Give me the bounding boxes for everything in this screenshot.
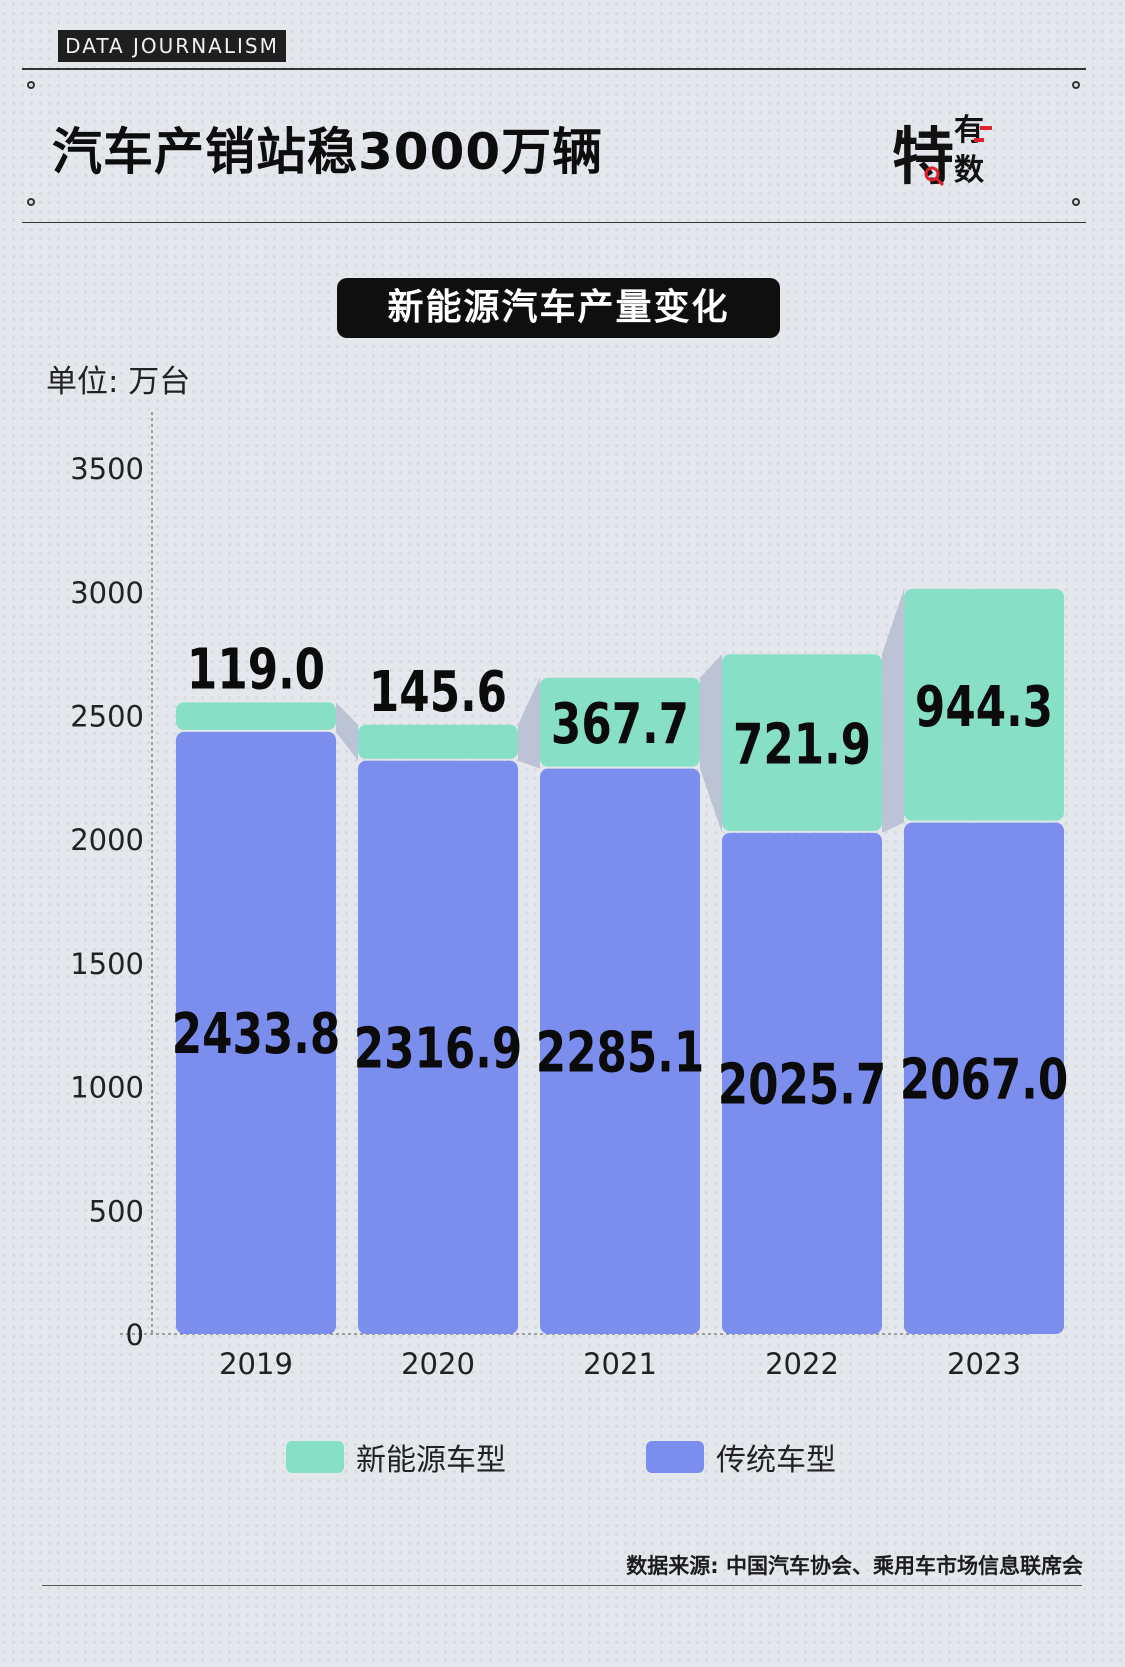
value-label-nev-2021: 367.7 (551, 691, 689, 757)
nev-connector-band (518, 677, 540, 769)
logo-char-top: 有 (954, 113, 984, 148)
value-label-traditional-2020: 2316.9 (354, 1015, 523, 1081)
magnifier-icon (924, 166, 940, 182)
header-bottom-rule (22, 222, 1086, 223)
bar-traditional-2021 (540, 768, 700, 1334)
x-tick-label-2021: 2021 (583, 1347, 657, 1381)
stacked-bar-chart: 0 500 1000 1500 2000 2500 3000 3500 2433.8 119.0 2… (70, 412, 1069, 1381)
footer-rule (42, 1585, 1082, 1586)
logo-char-bottom: 数 (954, 153, 985, 188)
legend-label-traditional: 传统车型 (716, 1443, 836, 1478)
bar-traditional-2020 (358, 760, 518, 1334)
top-rule (22, 68, 1086, 70)
nev-connector-band (336, 702, 358, 761)
value-label-traditional-2022: 2025.7 (718, 1051, 887, 1117)
y-tick-label: 1500 (70, 947, 144, 981)
bar-nev-2021 (540, 677, 700, 767)
x-tick-label-2022: 2022 (765, 1347, 839, 1381)
logo-accent (980, 126, 992, 130)
value-label-traditional-2021: 2285.1 (536, 1019, 705, 1085)
bar-nev-2019 (176, 702, 336, 730)
corner-dot (27, 198, 35, 206)
y-tick-label: 2500 (70, 700, 144, 734)
value-label-nev-2022: 721.9 (733, 711, 871, 777)
value-label-nev-2019: 119.0 (187, 636, 325, 702)
value-label-nev-2020: 145.6 (369, 658, 507, 724)
legend-label-nev: 新能源车型 (356, 1443, 506, 1478)
legend-item-nev: 新能源车型 (286, 1440, 506, 1478)
x-tick-label-2023: 2023 (947, 1347, 1021, 1381)
brand-logo: 特 有 数 (892, 113, 992, 193)
unit-label: 单位: 万台 (46, 364, 191, 400)
corner-dot (27, 81, 35, 89)
logo-char-main: 特 (892, 120, 954, 193)
bar-nev-2020 (358, 724, 518, 759)
data-journalism-tag: DATA JOURNALISM (58, 30, 286, 62)
legend-swatch-nev (286, 1441, 344, 1473)
x-tick-label-2020: 2020 (401, 1347, 475, 1381)
value-label-nev-2023: 944.3 (915, 673, 1053, 739)
y-tick-label: 500 (89, 1194, 144, 1228)
y-tick-label: 1000 (70, 1071, 144, 1105)
bar-traditional-2019 (176, 731, 336, 1334)
data-source: 数据来源: 中国汽车协会、乘用车市场信息联席会 (626, 1554, 1083, 1578)
value-label-traditional-2023: 2067.0 (900, 1046, 1069, 1112)
y-tick-label: 3500 (70, 452, 144, 486)
y-tick-label: 3000 (70, 576, 144, 610)
page-title: 汽车产销站稳3000万辆 (52, 123, 604, 181)
corner-dot (1072, 198, 1080, 206)
corner-dot (1072, 81, 1080, 89)
bar-traditional-2023 (904, 822, 1064, 1334)
chart-subtitle: 新能源汽车产量变化 (337, 278, 780, 338)
nev-connector-band (700, 654, 722, 833)
bar-nev-2022 (722, 654, 882, 831)
nev-connector-band (882, 589, 904, 833)
bar-traditional-2022 (722, 832, 882, 1334)
y-tick-label: 0 (126, 1318, 144, 1352)
magnifier-handle (934, 176, 945, 187)
legend-swatch-traditional (646, 1441, 704, 1473)
bar-nev-2023 (904, 589, 1064, 821)
y-tick-label: 2000 (70, 823, 144, 857)
logo-accent (974, 138, 984, 142)
legend-item-traditional: 传统车型 (646, 1440, 836, 1478)
x-tick-label-2019: 2019 (219, 1347, 293, 1381)
value-label-traditional-2019: 2433.8 (172, 1001, 341, 1067)
